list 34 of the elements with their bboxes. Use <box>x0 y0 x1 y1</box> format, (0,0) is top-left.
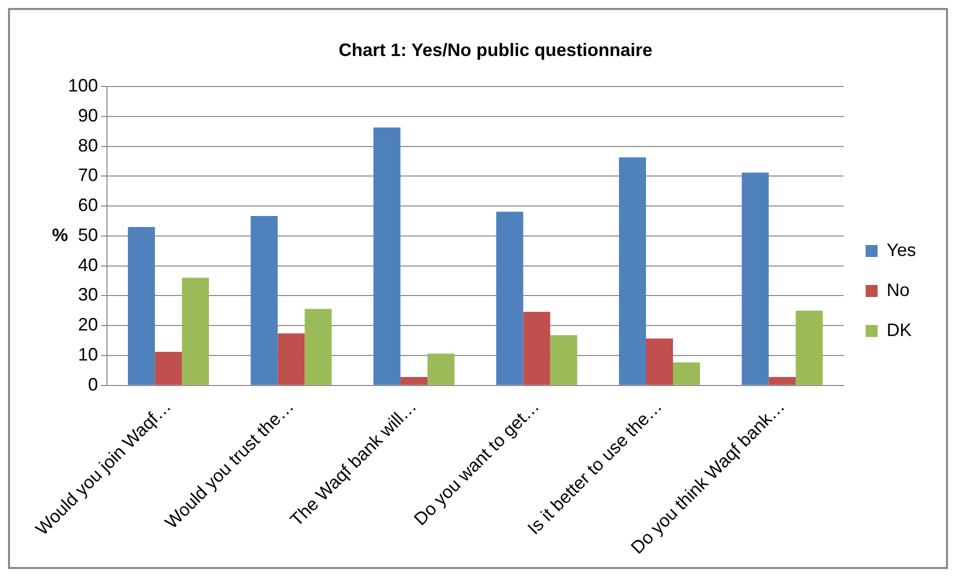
y-tick-label: 100 <box>68 76 98 96</box>
bar <box>400 376 428 385</box>
bar <box>550 335 578 385</box>
bar <box>742 172 769 385</box>
bar <box>250 216 278 385</box>
y-tick-label: 90 <box>78 105 98 126</box>
y-tick-label: 20 <box>78 314 98 335</box>
y-tick-label: 0 <box>88 374 98 394</box>
y-tick-label: 40 <box>78 254 98 275</box>
bar <box>182 278 209 385</box>
chart-title: Chart 1: Yes/No public questionnaire <box>338 40 652 60</box>
legend-label: No <box>886 280 910 300</box>
bar <box>618 157 646 385</box>
y-tick-label: 50 <box>78 224 98 245</box>
legend-label: DK <box>886 320 912 340</box>
y-tick-label: 80 <box>78 135 98 156</box>
y-tick-label: 30 <box>78 284 98 305</box>
bar <box>373 128 400 385</box>
y-tick-label: 60 <box>78 195 98 216</box>
bar <box>768 376 796 385</box>
y-tick-label: 70 <box>78 165 98 186</box>
bar <box>154 352 182 385</box>
bar <box>427 354 454 385</box>
y-tick-label: 10 <box>78 344 98 364</box>
bar <box>496 212 524 385</box>
bar <box>278 333 305 385</box>
legend-label: Yes <box>886 240 916 260</box>
bar <box>646 338 673 385</box>
bar <box>672 362 700 385</box>
bar <box>128 227 155 385</box>
bar <box>523 312 550 385</box>
bar <box>304 308 332 385</box>
bar <box>796 310 823 385</box>
y-axis-title: % <box>52 224 68 245</box>
